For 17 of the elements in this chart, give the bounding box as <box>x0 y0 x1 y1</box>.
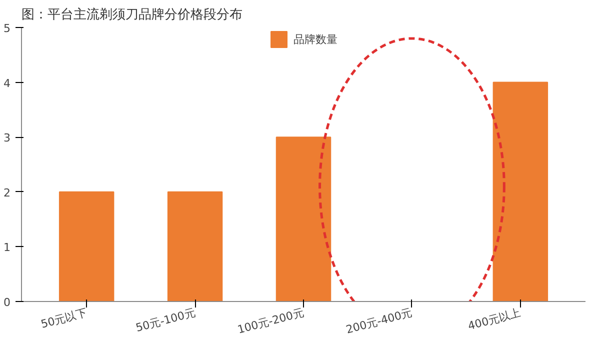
bar <box>492 82 548 302</box>
y-tick-label: 3 <box>4 132 10 145</box>
chart-title: 图：平台主流剃须刀品牌分价格段分布 <box>22 6 242 22</box>
y-tick-label: 5 <box>4 22 10 35</box>
y-tick-label: 1 <box>4 241 10 254</box>
bar <box>58 191 114 302</box>
x-tick-label: 200元-400元 <box>344 306 414 336</box>
x-tick-label: 50元-100元 <box>134 306 197 335</box>
bar <box>167 191 223 302</box>
y-tick-label: 0 <box>4 296 10 309</box>
y-tick-label: 2 <box>4 186 10 200</box>
x-tick-label: 100元-200元 <box>236 306 306 336</box>
y-tick-label: 4 <box>4 76 10 90</box>
legend-label: 品牌数量 <box>294 32 338 46</box>
x-tick-label: 400元以上 <box>466 306 522 333</box>
bar <box>276 136 332 302</box>
x-tick-label: 50元以下 <box>40 306 88 331</box>
